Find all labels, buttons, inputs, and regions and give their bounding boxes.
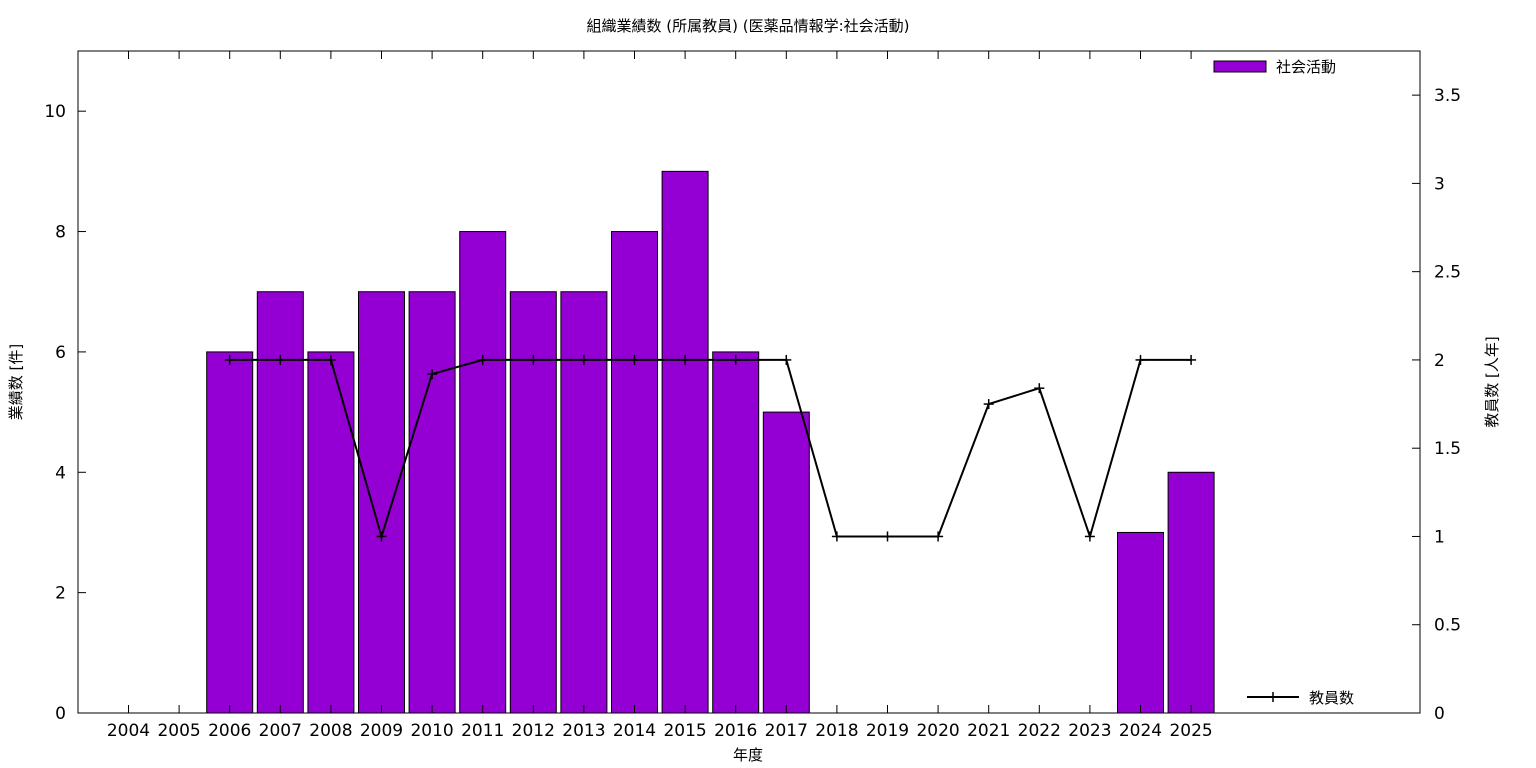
legend-bar-swatch [1213,60,1267,73]
bar-2009 [358,291,405,714]
point-2023 [1084,531,1095,542]
line-series [224,354,1197,542]
point-2016 [730,354,741,365]
x-tick-label: 2006 [208,721,251,741]
x-tick-label: 2010 [410,721,453,741]
bar-2016 [712,351,760,714]
y-axis-title: 業績数 [件] [7,344,25,420]
point-2009 [376,531,387,542]
x-tick-label: 2019 [866,721,909,741]
point-2012 [528,354,539,365]
bar-2006 [206,351,254,714]
legend-bar-label: 社会活動 [1276,58,1336,76]
x-tick-label: 2021 [967,721,1010,741]
x-tick-label: 2013 [562,721,605,741]
point-2015 [680,354,691,365]
bar-series [206,170,1215,714]
bar-2012 [509,291,557,714]
bar-2017 [762,411,810,714]
y2-tick-label: 3 [1434,174,1445,194]
point-2024 [1135,354,1146,365]
y-tick-label: 8 [55,223,66,243]
bar-2011 [459,231,507,714]
bar-2015 [661,170,709,714]
point-2007 [275,354,286,365]
y2-tick-label: 1 [1434,527,1445,547]
x-tick-label: 2012 [512,721,555,741]
point-2008 [325,354,336,365]
x-tick-label: 2004 [107,721,150,741]
y2-tick-label: 0.5 [1434,616,1461,636]
x-tick-label: 2025 [1169,721,1212,741]
y-tick-label: 4 [55,463,66,483]
point-2025 [1186,354,1197,365]
x-tick-label: 2017 [765,721,808,741]
x-tick-label: 2008 [309,721,352,741]
point-2019 [882,531,893,542]
x-axis-title: 年度 [733,746,763,764]
y2-tick-label: 2.5 [1434,263,1461,283]
point-2018 [831,531,842,542]
bar-2014 [611,231,658,714]
x-tick-label: 2011 [461,721,504,741]
point-2013 [578,354,589,365]
x-tick-label: 2015 [663,721,706,741]
point-2022 [1034,383,1045,394]
bar-2010 [408,291,456,714]
point-2020 [933,531,944,542]
x-tick-label: 2016 [714,721,757,741]
point-2010 [427,369,438,380]
x-tick-label: 2024 [1119,721,1162,741]
x-tick-label: 2018 [815,721,858,741]
bar-2008 [307,351,355,714]
point-2017 [781,354,792,365]
y2-tick-label: 2 [1434,351,1445,371]
legend-line-label: 教員数 [1309,689,1354,707]
y2-tick-label: 0 [1434,704,1445,724]
x-tick-label: 2014 [613,721,656,741]
bar-2007 [256,291,304,714]
y-tick-label: 10 [44,102,66,122]
y-axis-left: 0 2 4 6 8 10 [44,102,86,724]
y-tick-label: 2 [55,584,66,604]
plot-frame [77,50,1421,714]
y-tick-label: 6 [55,343,66,363]
y2-tick-label: 1.5 [1434,439,1461,459]
y-tick-label: 0 [55,704,66,724]
x-tick-label: 2009 [360,721,403,741]
bar-2024 [1117,531,1164,714]
x-tick-label: 2023 [1068,721,1111,741]
y2-tick-label: 3.5 [1434,86,1461,106]
y-axis-right: 0 0.5 1 1.5 2 2.5 3 3.5 [1412,86,1461,724]
bar-2013 [560,291,608,714]
x-axis: 2004 2005 2006 2007 2008 2009 2010 2011 2012 2013… [107,51,1213,741]
chart-title: 組織業績数 (所属教員) (医薬品情報学:社会活動) [586,17,909,35]
legend-bar: 社会活動 [1213,58,1336,76]
legend-line: 教員数 [1247,689,1354,707]
x-tick-label: 2005 [157,721,200,741]
point-2011 [477,354,488,365]
y2-axis-title: 教員数 [人年] [1483,336,1501,427]
point-2014 [629,354,640,365]
x-tick-label: 2007 [259,721,302,741]
staff-count-line [229,358,1192,540]
x-tick-label: 2022 [1018,721,1061,741]
x-tick-label: 2020 [916,721,959,741]
point-2021 [983,399,994,410]
bar-2025 [1167,471,1215,714]
point-2006 [224,354,235,365]
